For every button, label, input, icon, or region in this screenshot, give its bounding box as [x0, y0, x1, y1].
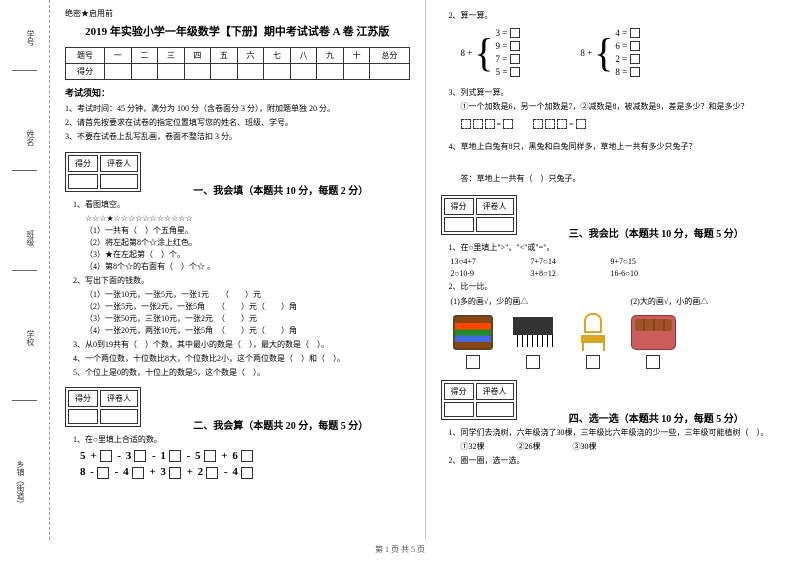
exam-title: 2019 年实验小学一年级数学【下册】期中考试试卷 A 卷 江苏版 [65, 23, 410, 39]
chair-icon [576, 313, 611, 351]
right-column: 2、算一算。 8 + { 3 = 9 = 7 = 5 = 8 + { [426, 0, 800, 540]
left-column: 绝密★启用前 2019 年实验小学一年级数学【下册】期中考试试卷 A 卷 江苏版… [50, 0, 426, 540]
answer-box[interactable] [100, 450, 112, 462]
q3: 3、从0到19共有（ ）个数，其中最小的数是（ ），最大的数是（ ）。 [73, 339, 410, 351]
c2q4ans: 答：草地上一共有（ ）只兔子。 [461, 173, 786, 185]
q1: 1、看图填空。 [73, 199, 410, 211]
score-table: 题号 一 二 三 四 五 六 七 八 九 十 总分 得分 [65, 47, 410, 80]
bookshelf-icon [453, 315, 493, 350]
sidebar-line [12, 400, 37, 401]
score-entry-box: 得分评卷人 [65, 152, 141, 192]
piano-icon [513, 317, 553, 347]
s3q2: 2、比一比。 [449, 281, 786, 293]
brace-icon: { [594, 33, 613, 73]
sidebar-label-class: 班级 [25, 230, 36, 246]
q1a: （1）一共有（ ）个五角星。 [85, 225, 410, 237]
th: 七 [264, 48, 291, 64]
th: 八 [290, 48, 317, 64]
grader-col: 评卷人 [100, 155, 138, 172]
q1c: （3）★在左起第（ ）个。 [85, 249, 410, 261]
c2q2: 2、算一算。 [449, 10, 786, 22]
q1b: （2）将左起第8个☆涂上红色。 [85, 237, 410, 249]
th: 一 [105, 48, 132, 64]
th: 三 [158, 48, 185, 64]
check-box[interactable] [466, 355, 480, 369]
q1d: （4）第8个☆的右面有（ ）个☆ 。 [85, 261, 410, 273]
q1-stars: ☆☆☆★☆☆☆☆☆☆☆☆☆☆☆ [85, 213, 410, 225]
sidebar-line [12, 270, 37, 271]
q2c: （3）一张50元，三张10元，一张2元 （ ）元 [85, 313, 410, 325]
sidebar-label-name: 姓名 [25, 130, 36, 146]
s4q2: 2、圈一圈，选一选。 [449, 455, 786, 467]
q5: 5、个位上是0的数，十位上的数是5，这个数是（ ）。 [73, 367, 410, 379]
q2a: （1）一张10元，一张5元，一张1元 （ ）元 [85, 289, 410, 301]
check-box[interactable] [526, 355, 540, 369]
q4: 4、一个两位数，十位数比8大，个位数比2小，这个两位数是（ ）和（ ）。 [73, 353, 410, 365]
sidebar-label-town: 乡镇（街道） [15, 460, 26, 508]
secret-label: 绝密★启用前 [65, 8, 410, 19]
score-label: 得分 [66, 64, 105, 80]
section-4-title: 四、选一选（本题共 10 分，每题 5 分） [569, 414, 744, 425]
comparison-images [451, 312, 786, 369]
binding-sidebar: 学号 姓名 班级 学校 乡镇（街道） [0, 0, 50, 540]
page-footer: 第 1 页 共 5 页 [0, 540, 800, 559]
q2: 2、写出下面的钱数。 [73, 275, 410, 287]
notice-title: 考试须知： [65, 86, 410, 99]
calc-line-1: 5 + - 3 - 1 - 5 + 6 [80, 450, 410, 462]
score-col: 得分 [68, 155, 98, 172]
s4q1: 1、同学们去浇树，六年级浇了30棵，三年级比六年级浇的少一些，三年级可能植树（ … [449, 427, 786, 439]
section-2-title: 二、我会算（本题共 20 分，每题 5 分） [193, 421, 368, 432]
q2b: （2）一张5元，一张2元，一张5角 （ ）元（ ）角 [85, 301, 410, 313]
th: 六 [237, 48, 264, 64]
th: 十 [343, 48, 370, 64]
check-box[interactable] [586, 355, 600, 369]
notice-1: 1、考试时间：45 分钟，满分为 100 分（含卷面分 3 分），附加题单独 2… [65, 103, 410, 114]
equation-group-1: 8 + { 3 = 9 = 7 = 5 = [461, 28, 521, 77]
th: 题号 [66, 48, 105, 64]
section-3-title: 三、我会比（本题共 10 分，每题 5 分） [569, 229, 744, 240]
q2d: （4）一张20元，两张10元，一张5角 （ ）元（ ）角 [85, 325, 410, 337]
score-entry-box-3: 得分评卷人 [441, 195, 517, 235]
c2q4: 4、草地上白兔有8只，黑兔和白兔同样多，草地上一共有多少只兔子？ [449, 141, 786, 153]
score-entry-box-4: 得分评卷人 [441, 380, 517, 420]
sidebar-line [12, 170, 37, 171]
c2q3: 3、列式算一算。 [449, 87, 786, 99]
calc-line-2: 8 - - 4 + 3 + 2 - 4 [80, 466, 410, 478]
compare-labels: (1)多的画√，少的画△(2)大的画√，小的画△ [451, 296, 786, 307]
section-1-title: 一、我会填（本题共 10 分，每题 2 分） [193, 186, 368, 197]
th: 四 [184, 48, 211, 64]
sidebar-label-id: 学号 [25, 30, 36, 46]
s3q1: 1、在○里填上">"、"<"或"="。 [449, 242, 786, 254]
th: 九 [317, 48, 344, 64]
th: 二 [131, 48, 158, 64]
sidebar-label-school: 学校 [25, 330, 36, 346]
answer-boxes-row: = = [461, 119, 786, 133]
notice-3: 3、不要在试卷上乱写乱画，卷面不整洁扣 3 分。 [65, 131, 410, 142]
th: 总分 [370, 48, 409, 64]
sidebar-line [12, 70, 37, 71]
th: 五 [211, 48, 238, 64]
score-entry-box-2: 得分评卷人 [65, 387, 141, 427]
notice-2: 2、请首先按要求在试卷的指定位置填写您的姓名、班级、学号。 [65, 117, 410, 128]
c2q3a: ①一个加数是6，另一个加数是7，②减数是8，被减数是9，差是多少？和是多少？ [461, 101, 786, 113]
check-box[interactable] [646, 355, 660, 369]
sofa-icon [631, 315, 676, 350]
s2q1: 1、在○里填上合适的数。 [73, 434, 410, 446]
compare-row-2: 2○10-93+8○1216-6○10 [451, 269, 786, 278]
brace-icon: { [474, 33, 493, 73]
s4q1opts: ①32棵 ②26棵 ③30棵 [461, 441, 786, 453]
compare-row-1: 13○4+77+7○149+7○15 [451, 257, 786, 266]
equation-group-2: 8 + { 4 = 6 = 2 = 8 = [580, 28, 640, 77]
